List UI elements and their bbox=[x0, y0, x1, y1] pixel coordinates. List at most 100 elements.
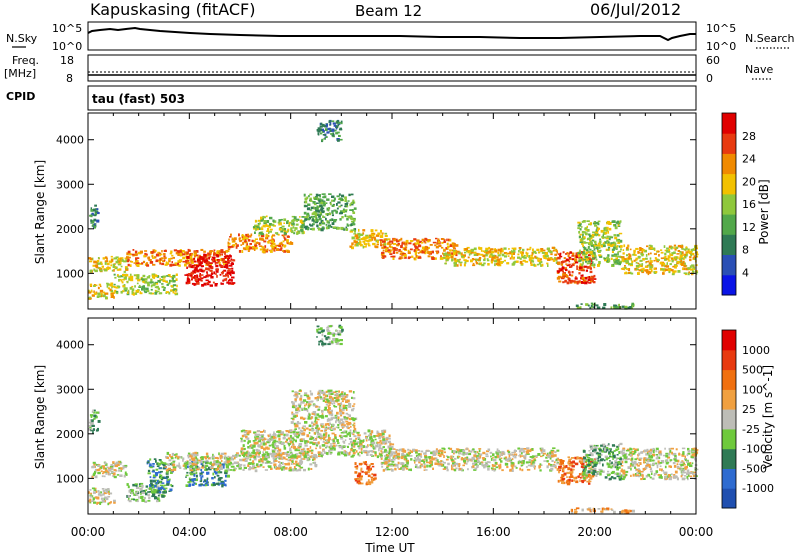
data-cell bbox=[519, 251, 522, 254]
data-cell bbox=[436, 459, 439, 462]
data-cell bbox=[278, 245, 281, 247]
data-cell bbox=[389, 246, 393, 249]
data-cell bbox=[316, 129, 320, 132]
data-cell bbox=[112, 292, 116, 294]
data-cell bbox=[131, 290, 134, 294]
data-cell bbox=[655, 258, 659, 261]
data-cell bbox=[619, 239, 623, 243]
data-cell bbox=[192, 481, 195, 483]
data-cell bbox=[302, 399, 307, 402]
data-cell bbox=[523, 256, 527, 259]
data-cell bbox=[329, 399, 333, 402]
data-cell bbox=[304, 453, 307, 456]
data-cell bbox=[296, 220, 298, 222]
data-cell bbox=[164, 263, 168, 266]
data-cell bbox=[379, 433, 382, 436]
data-cell bbox=[366, 466, 370, 469]
data-cell bbox=[269, 228, 273, 231]
data-cell bbox=[371, 478, 374, 482]
data-cell bbox=[585, 258, 589, 261]
data-cell bbox=[156, 491, 160, 494]
data-cell bbox=[96, 496, 100, 500]
data-cell bbox=[199, 480, 203, 483]
data-cell bbox=[193, 276, 197, 279]
data-cell bbox=[531, 251, 534, 254]
data-cell bbox=[168, 258, 171, 261]
data-cell bbox=[163, 253, 166, 256]
data-cell bbox=[179, 252, 183, 256]
data-cell bbox=[106, 267, 109, 270]
data-cell bbox=[330, 417, 333, 421]
data-cell bbox=[576, 267, 578, 270]
data-cell bbox=[681, 248, 685, 250]
data-cell bbox=[443, 248, 445, 251]
data-cell bbox=[142, 285, 145, 288]
data-cell bbox=[620, 268, 623, 270]
data-cell bbox=[505, 252, 509, 255]
data-cell bbox=[614, 306, 618, 310]
data-cell bbox=[326, 213, 329, 216]
data-cell bbox=[90, 289, 93, 292]
data-cell bbox=[478, 253, 481, 256]
data-cell bbox=[350, 455, 354, 458]
data-cell bbox=[367, 434, 371, 437]
data-cell bbox=[222, 257, 225, 261]
data-cell bbox=[511, 252, 515, 255]
data-cell bbox=[218, 264, 222, 267]
data-cell bbox=[331, 211, 334, 214]
data-cell bbox=[256, 465, 260, 468]
data-cell bbox=[328, 438, 331, 441]
data-cell bbox=[331, 403, 334, 405]
data-cell bbox=[593, 264, 595, 267]
colorbar-swatch bbox=[722, 214, 736, 235]
data-cell bbox=[378, 448, 380, 452]
data-cell bbox=[459, 264, 462, 266]
data-cell bbox=[260, 436, 264, 440]
data-cell bbox=[250, 233, 253, 237]
data-cell bbox=[318, 389, 322, 393]
data-cell bbox=[311, 219, 315, 222]
data-cell bbox=[104, 497, 107, 500]
data-cell bbox=[673, 251, 676, 254]
data-cell bbox=[251, 455, 255, 458]
data-cell bbox=[547, 258, 550, 261]
data-cell bbox=[335, 211, 338, 214]
data-cell bbox=[593, 274, 596, 278]
data-cell bbox=[581, 274, 584, 277]
data-cell bbox=[323, 195, 327, 199]
data-cell bbox=[322, 134, 327, 136]
data-cell bbox=[519, 260, 523, 264]
data-cell bbox=[310, 468, 313, 470]
data-cell bbox=[173, 280, 176, 283]
data-cell bbox=[274, 466, 277, 469]
data-cell bbox=[579, 281, 582, 284]
data-cell bbox=[367, 474, 371, 478]
data-cell bbox=[272, 434, 275, 437]
data-cell bbox=[252, 440, 256, 442]
data-cell bbox=[528, 259, 531, 262]
data-cell bbox=[598, 261, 601, 264]
data-cell bbox=[501, 249, 504, 253]
data-cell bbox=[254, 247, 258, 250]
data-cell bbox=[273, 225, 276, 227]
data-cell bbox=[579, 249, 581, 253]
data-cell bbox=[207, 263, 210, 266]
data-cell bbox=[547, 264, 549, 267]
data-cell bbox=[156, 465, 160, 467]
data-cell bbox=[631, 260, 634, 263]
data-cell bbox=[323, 408, 327, 411]
data-cell bbox=[280, 462, 283, 465]
data-cell bbox=[161, 283, 164, 285]
data-cell bbox=[343, 435, 347, 438]
data-cell bbox=[288, 243, 292, 245]
data-cell bbox=[167, 467, 171, 471]
data-cell bbox=[89, 270, 91, 273]
data-cell bbox=[366, 453, 369, 456]
data-cell bbox=[193, 457, 196, 459]
data-cell bbox=[245, 455, 248, 457]
data-cell bbox=[635, 257, 639, 260]
data-cell bbox=[191, 483, 194, 486]
data-cell bbox=[165, 261, 168, 264]
data-cell bbox=[315, 447, 317, 450]
data-cell bbox=[546, 247, 550, 250]
